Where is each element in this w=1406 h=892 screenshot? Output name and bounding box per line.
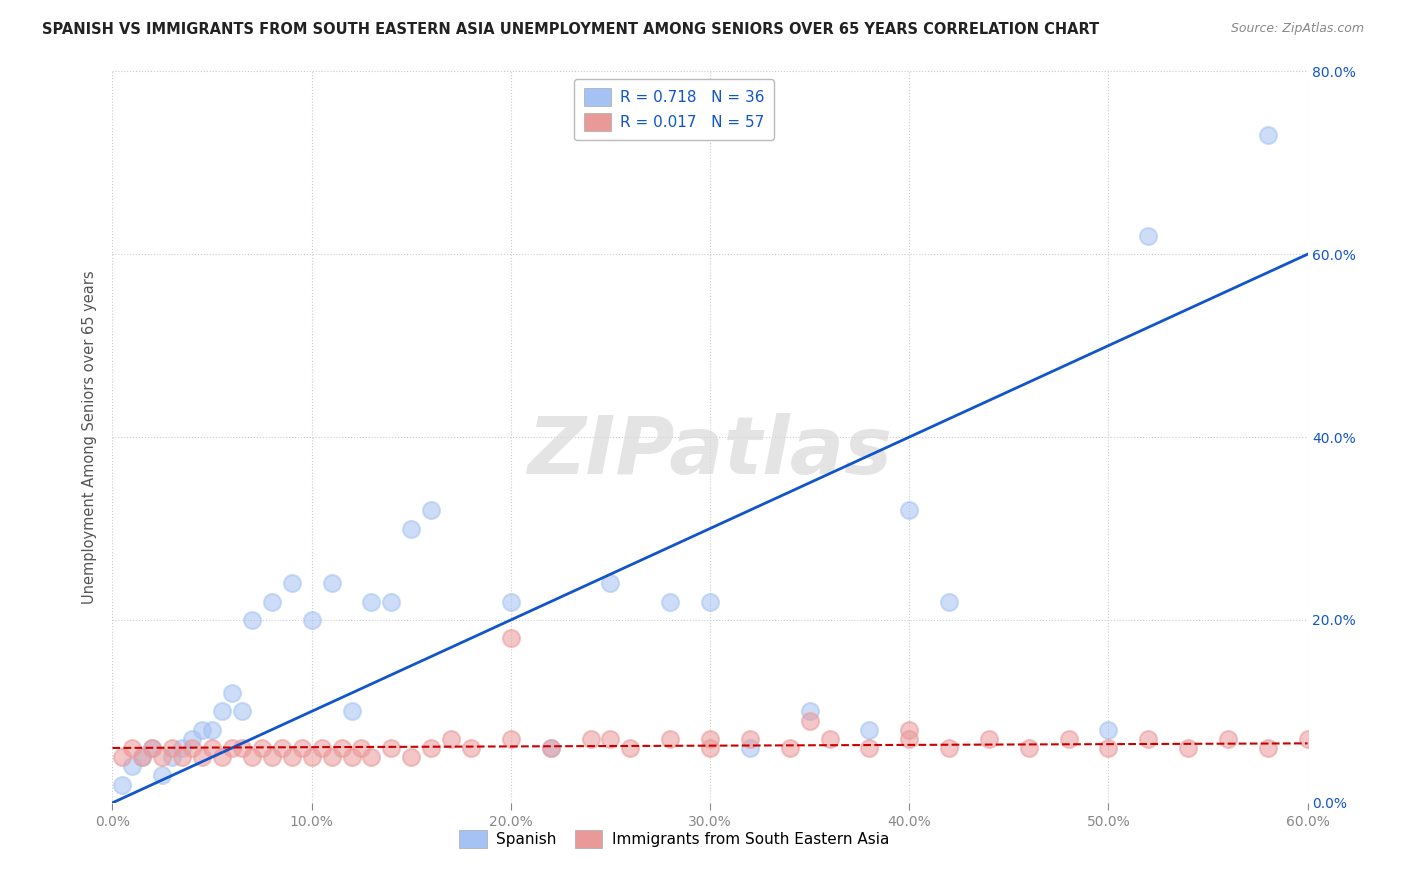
Point xyxy=(360,594,382,608)
Point xyxy=(181,731,204,746)
Point xyxy=(270,740,292,755)
Point xyxy=(260,594,283,608)
Point xyxy=(221,740,243,755)
Point xyxy=(321,750,343,764)
Point xyxy=(150,750,173,764)
Point xyxy=(231,740,253,755)
Point xyxy=(330,740,353,755)
Point xyxy=(291,740,314,755)
Point xyxy=(1257,128,1279,143)
Point xyxy=(181,740,204,755)
Text: SPANISH VS IMMIGRANTS FROM SOUTH EASTERN ASIA UNEMPLOYMENT AMONG SENIORS OVER 65: SPANISH VS IMMIGRANTS FROM SOUTH EASTERN… xyxy=(42,22,1099,37)
Legend: Spanish, Immigrants from South Eastern Asia: Spanish, Immigrants from South Eastern A… xyxy=(453,824,896,854)
Point xyxy=(599,576,621,591)
Point xyxy=(131,750,153,764)
Point xyxy=(172,750,194,764)
Point xyxy=(898,723,921,737)
Point xyxy=(380,740,402,755)
Point xyxy=(240,750,263,764)
Point xyxy=(779,740,801,755)
Point xyxy=(579,731,602,746)
Point xyxy=(380,594,402,608)
Point xyxy=(738,740,761,755)
Point xyxy=(162,750,183,764)
Point xyxy=(1177,740,1199,755)
Point xyxy=(1057,731,1080,746)
Point xyxy=(172,740,194,755)
Point xyxy=(858,723,880,737)
Point xyxy=(191,750,214,764)
Point xyxy=(599,731,621,746)
Point xyxy=(260,750,283,764)
Point xyxy=(221,686,243,700)
Point xyxy=(401,750,423,764)
Point xyxy=(281,750,304,764)
Point xyxy=(1137,731,1160,746)
Point xyxy=(938,594,960,608)
Point xyxy=(401,521,423,535)
Point xyxy=(420,503,443,517)
Point xyxy=(131,750,153,764)
Point xyxy=(211,750,233,764)
Point xyxy=(240,613,263,627)
Point xyxy=(1216,731,1239,746)
Point xyxy=(898,731,921,746)
Y-axis label: Unemployment Among Seniors over 65 years: Unemployment Among Seniors over 65 years xyxy=(82,270,97,604)
Point xyxy=(977,731,1000,746)
Point xyxy=(162,740,183,755)
Point xyxy=(340,750,363,764)
Point xyxy=(1296,731,1319,746)
Point xyxy=(281,576,304,591)
Point xyxy=(540,740,562,755)
Point xyxy=(340,705,363,719)
Point xyxy=(659,731,682,746)
Point xyxy=(211,705,233,719)
Point xyxy=(201,740,224,755)
Point xyxy=(301,750,323,764)
Point xyxy=(201,723,224,737)
Point xyxy=(938,740,960,755)
Point xyxy=(440,731,463,746)
Point xyxy=(1257,740,1279,755)
Point xyxy=(191,723,214,737)
Point xyxy=(499,731,522,746)
Point xyxy=(250,740,273,755)
Point xyxy=(858,740,880,755)
Point xyxy=(799,705,821,719)
Point xyxy=(141,740,163,755)
Point xyxy=(150,768,173,782)
Point xyxy=(699,731,721,746)
Point xyxy=(898,503,921,517)
Text: Source: ZipAtlas.com: Source: ZipAtlas.com xyxy=(1230,22,1364,36)
Text: ZIPatlas: ZIPatlas xyxy=(527,413,893,491)
Point xyxy=(499,632,522,646)
Point xyxy=(111,750,134,764)
Point xyxy=(301,613,323,627)
Point xyxy=(540,740,562,755)
Point xyxy=(311,740,333,755)
Point xyxy=(1097,740,1119,755)
Point xyxy=(121,759,143,773)
Point xyxy=(1137,229,1160,244)
Point xyxy=(738,731,761,746)
Point xyxy=(818,731,841,746)
Point xyxy=(659,594,682,608)
Point xyxy=(619,740,641,755)
Point xyxy=(460,740,482,755)
Point xyxy=(699,740,721,755)
Point xyxy=(1018,740,1040,755)
Point xyxy=(420,740,443,755)
Point xyxy=(350,740,373,755)
Point xyxy=(699,594,721,608)
Point xyxy=(360,750,382,764)
Point xyxy=(1097,723,1119,737)
Point xyxy=(499,594,522,608)
Point xyxy=(799,714,821,728)
Point xyxy=(231,705,253,719)
Point xyxy=(121,740,143,755)
Point xyxy=(321,576,343,591)
Point xyxy=(141,740,163,755)
Point xyxy=(111,778,134,792)
